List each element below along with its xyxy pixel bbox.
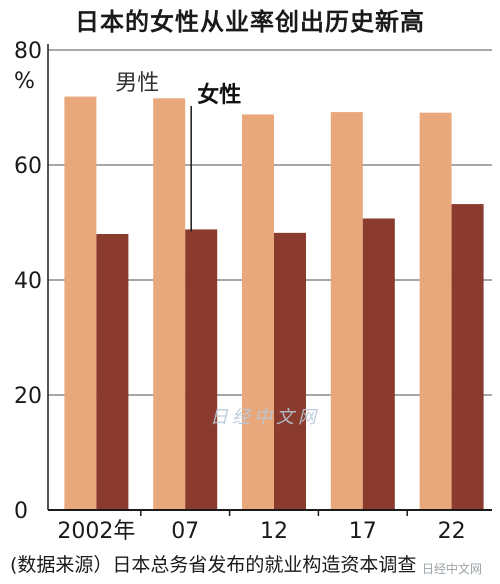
bar-female-1 (185, 229, 218, 510)
axes (47, 44, 492, 516)
y-tick-label: 20 (14, 384, 42, 409)
bar-female-0 (96, 234, 129, 510)
y-tick-label: 0 (14, 499, 28, 524)
bar-female-3 (362, 218, 395, 510)
x-tick-label: 22 (438, 519, 466, 544)
bar-male-3 (330, 112, 363, 510)
x-tick-label: 2002年 (57, 519, 135, 544)
x-tick-label: 07 (171, 519, 199, 544)
source-note: (数据来源）日本总务省发布的就业构造资本调查 (10, 554, 417, 576)
bars (64, 96, 484, 511)
labels: 0 20 40 60 80% 2002年 07 12 17 22 男性 女性 (14, 39, 466, 544)
y-axis-unit: % (14, 69, 35, 94)
y-tick-label: 80 (14, 39, 42, 64)
chart-title: 日本的女性从业率创出历史新高 (75, 8, 425, 36)
legend-female: 女性 (197, 82, 241, 108)
bar-male-4 (419, 112, 452, 511)
bar-male-1 (153, 98, 186, 511)
x-tick-label: 12 (260, 519, 288, 544)
bar-male-2 (242, 114, 274, 511)
watermark-text: 日经中文网 (210, 407, 320, 428)
y-tick-label: 40 (14, 269, 42, 294)
bar-female-4 (451, 204, 484, 510)
y-tick-label: 60 (14, 154, 42, 179)
corner-watermark: 日经中文网 (421, 562, 482, 576)
x-tick-label: 17 (349, 519, 377, 544)
bar-female-2 (274, 232, 306, 510)
legend-male: 男性 (115, 71, 159, 96)
bar-male-0 (64, 96, 97, 510)
